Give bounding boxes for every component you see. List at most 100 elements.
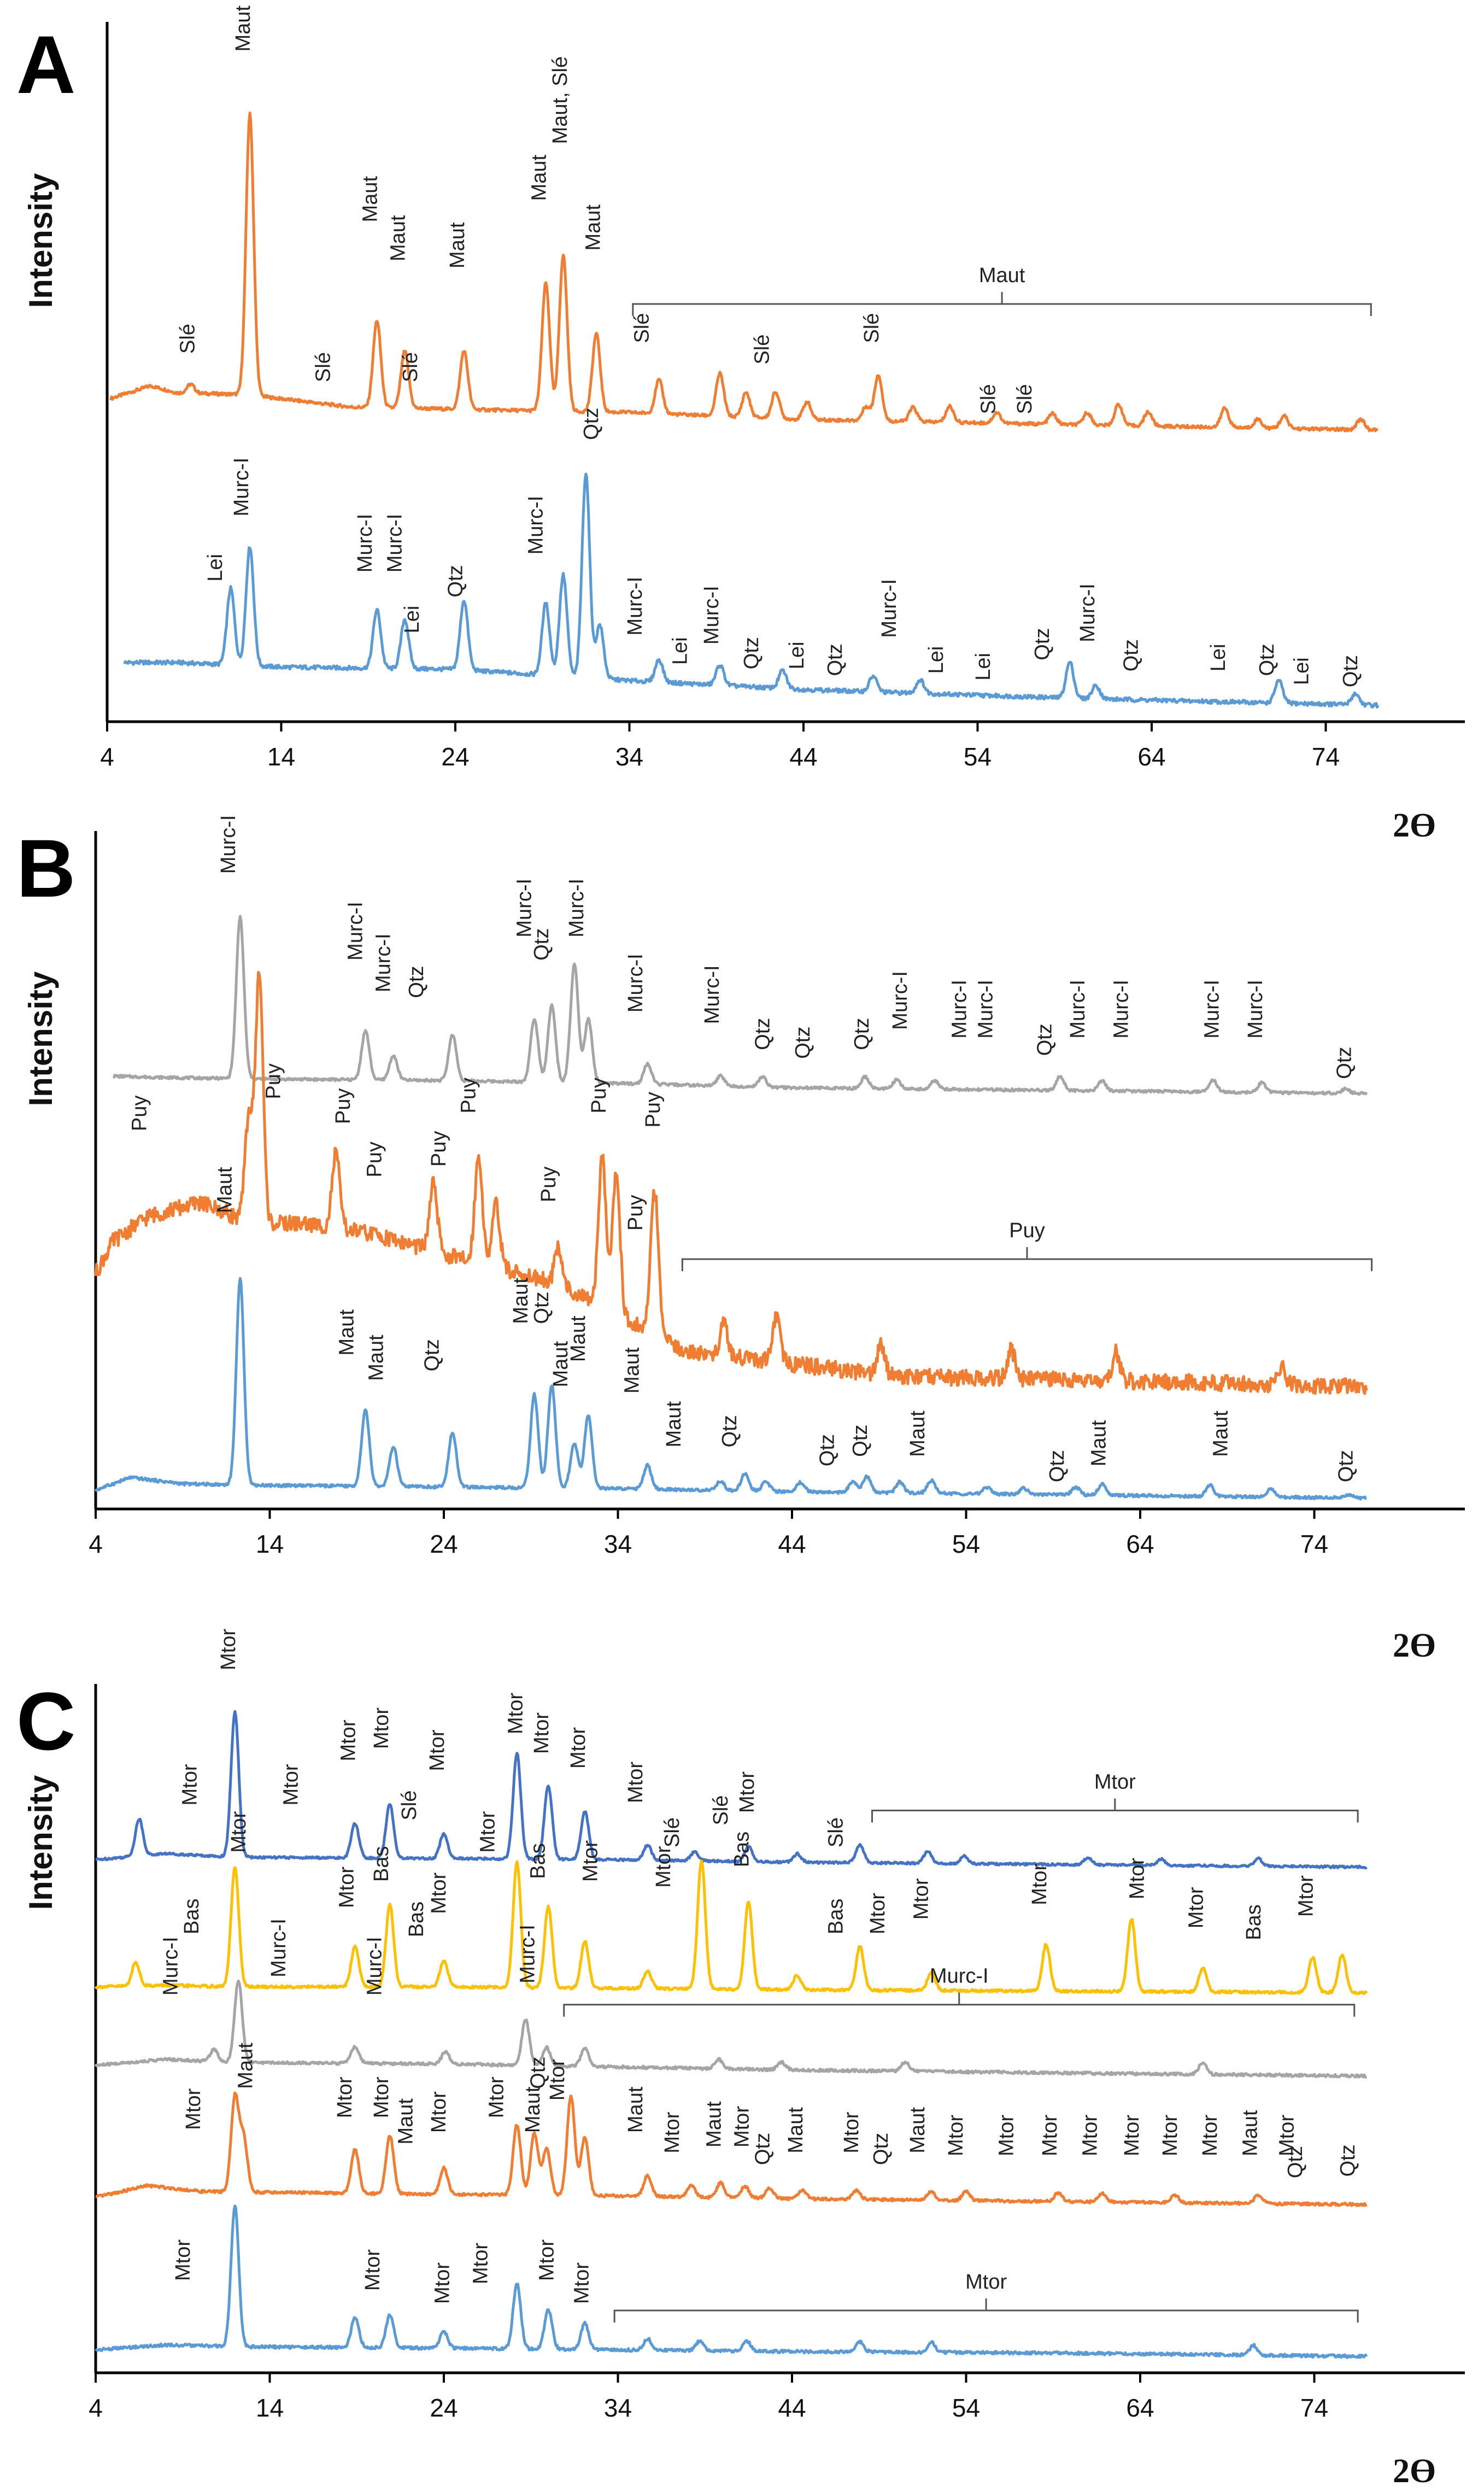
panel-b-pattern-B1-label: Murc-I (948, 980, 971, 1039)
panel-c-pattern-C5-label: Mtor (570, 2262, 593, 2304)
panel-c-pattern-C4-label: Mtor (1199, 2115, 1222, 2156)
panel-a-pattern-A1-label: Slé (750, 335, 773, 365)
panel-c-pattern-C4-label: Mtor (1159, 2115, 1182, 2156)
panel-b-pattern-B3-label: Maut (621, 1347, 644, 1394)
panel-a-y-axis-title: Intensity (22, 173, 59, 308)
panel-b-pattern-B1-label: Murc-I (513, 879, 536, 938)
panel-a-pattern-A1-label: Maut, Slé (549, 56, 572, 144)
panel-a-pattern-A2-line (123, 472, 1380, 709)
panel-c-pattern-C2-label: Bas (405, 1902, 428, 1937)
panel-b-pattern-B2-label: Puy (537, 1167, 560, 1202)
panel-c-x-tick-label: 4 (89, 2394, 103, 2422)
panel-c-pattern-C3-label: Murc-I (517, 1924, 539, 1984)
panel-c-pattern-C1-label: Mtor (370, 1707, 393, 1749)
panel-b-pattern-B2-label: Puy (128, 1096, 151, 1131)
panel-c-pattern-C5-line (95, 2204, 1368, 2359)
panel-c-pattern-C1-label: Mtor (280, 1764, 303, 1805)
panel-c-pattern-C4-label: Mtor (485, 2076, 508, 2118)
panel-a-pattern-A2-label: Lei (669, 637, 692, 665)
panel-c-y-axis-title: Intensity (22, 1775, 59, 1910)
panel-b-pattern-B1-label: Qtz (530, 928, 553, 961)
panel-b-pattern-B1-label: Murc-I (1110, 980, 1133, 1039)
panel-c-x-tick-label: 64 (1126, 2394, 1154, 2422)
panel-b-x-tick-label: 24 (430, 1530, 457, 1558)
panel-c-x-tick-label: 34 (604, 2394, 632, 2422)
panel-a-pattern-A1-label: Slé (631, 313, 654, 343)
panel-c-pattern-C2-label: Bas (824, 1899, 847, 1934)
panel-b-pattern-B1-line (112, 915, 1368, 1096)
panel-c-pattern-C4-label: Maut (906, 2107, 929, 2154)
panel-b-x-tick-label: 4 (89, 1530, 103, 1558)
panel-b-pattern-B3-label: Maut (662, 1401, 685, 1447)
panel-c-pattern-C1-label: Mtor (217, 1629, 240, 1670)
panel-b-pattern-B3-label: Maut (1087, 1420, 1110, 1466)
panel-a-pattern-A2-label: Murc-I (230, 458, 253, 517)
panel-c-pattern-C2-label: Mtor (579, 1840, 602, 1882)
panel-a-pattern-A2-label: Lei (972, 653, 995, 681)
panel-c-pattern-C2-label: Bas (180, 1899, 203, 1934)
panel-a-x-tick-label: 34 (615, 742, 643, 771)
panel-c-pattern-C4-label: Qtz (870, 2133, 893, 2165)
panel-b-y-axis-title: Intensity (22, 971, 59, 1106)
panel-a-x-tick-label: 64 (1137, 742, 1165, 771)
panel-c-pattern-C2-label: Mtor (1185, 1887, 1208, 1928)
panel-c-pattern-C4-label: Mtor (945, 2115, 967, 2156)
panel-b-pattern-B2-label: Puy (427, 1131, 450, 1167)
panel-b-pattern-B3-label: Qtz (1335, 1450, 1358, 1482)
panel-c-traces (94, 1710, 1368, 2359)
panel-a-pattern-A2-label: Qtz (1256, 644, 1278, 676)
panel-b-pattern-B3-line (94, 1277, 1367, 1501)
panel-c-pattern-C5-bracket (613, 2298, 1359, 2323)
panel-b-letter: B (16, 822, 75, 914)
panel-c-pattern-C4-label: Qtz (1284, 2146, 1307, 2178)
panel-b-pattern-B2-label: Puy (624, 1195, 647, 1231)
panel-a-pattern-A1-bracket-label: Maut (979, 264, 1025, 287)
panel-b-pattern-B2-label: Puy (588, 1078, 611, 1113)
panel-a-pattern-A1-label: Slé (312, 352, 335, 382)
panel-a-pattern-A2-label: Qtz (580, 408, 603, 440)
panel-a-letter: A (16, 19, 75, 110)
panel-a-x-tick-label: 24 (441, 742, 469, 771)
panel-c-pattern-C1-label: Slé (398, 1791, 421, 1821)
panel-b-x-tick-label: 64 (1126, 1530, 1154, 1558)
panel-c-pattern-C4-label: Mtor (182, 2088, 205, 2130)
panel-c-pattern-C2-label: Mtor (335, 1867, 358, 1908)
panel-b-pattern-B1-label: Qtz (791, 1026, 814, 1058)
panel-c-pattern-C3-bracket-label: Murc-I (930, 1965, 989, 1988)
panel-b-pattern-B1-label: Qtz (405, 966, 428, 998)
panel-a-pattern-A2-label: Qtz (1120, 639, 1143, 671)
panel-a-pattern-A1-label: Maut (359, 176, 382, 223)
panel-b-x-tick-label: 34 (604, 1530, 632, 1558)
panel-a-pattern-A1-label: Maut (232, 5, 255, 52)
panel-a-x-tick-label: 4 (100, 742, 114, 771)
panel-c-pattern-C4-label: Mtor (1121, 2115, 1143, 2156)
panel-c-pattern-C4-label: Mtor (546, 2059, 569, 2101)
panel-c-pattern-C5-label: Mtor (361, 2249, 384, 2291)
panel-b-pattern-B1-label: Qtz (1034, 1023, 1057, 1056)
panel-b-pattern-B1-label: Murc-I (372, 933, 395, 992)
panel-c-pattern-C1-label: Mtor (624, 1762, 647, 1803)
panel-c-pattern-C2-label: Mtor (866, 1893, 889, 1934)
panel-c-pattern-C5-bracket-label: Mtor (965, 2271, 1007, 2294)
panel-c-pattern-C4-label: Mtor (370, 2076, 393, 2118)
panel-c-pattern-C4-label: Mtor (333, 2076, 356, 2118)
panel-a-pattern-A2-label: Lei (204, 554, 227, 582)
panel-c-pattern-C4-label: Maut (234, 2043, 257, 2089)
panel-c-pattern-C1-bracket (871, 1798, 1359, 1823)
panel-c-pattern-C2-label: Bas (370, 1846, 393, 1882)
panel-c-pattern-C1-label: Mtor (426, 1729, 449, 1771)
panel-a-pattern-A1-label: Maut (387, 215, 410, 261)
panel-a-pattern-A2-label: Lei (1291, 657, 1313, 685)
panel-c-pattern-C4-label: Maut (395, 2098, 418, 2145)
panel-b-pattern-B1-label: Qtz (1333, 1046, 1356, 1079)
panel-b-pattern-B2-label: Puy (332, 1089, 355, 1124)
panel-b-pattern-B3-label: Qtz (530, 1291, 553, 1324)
panel-c-pattern-C2-label: Mtor (1125, 1858, 1148, 1899)
panel-c-pattern-C2-label: Bas (527, 1843, 550, 1879)
panel-a-pattern-A2-label: Murc-I (700, 586, 723, 645)
panel-b-pattern-B1-label: Qtz (850, 1018, 873, 1050)
